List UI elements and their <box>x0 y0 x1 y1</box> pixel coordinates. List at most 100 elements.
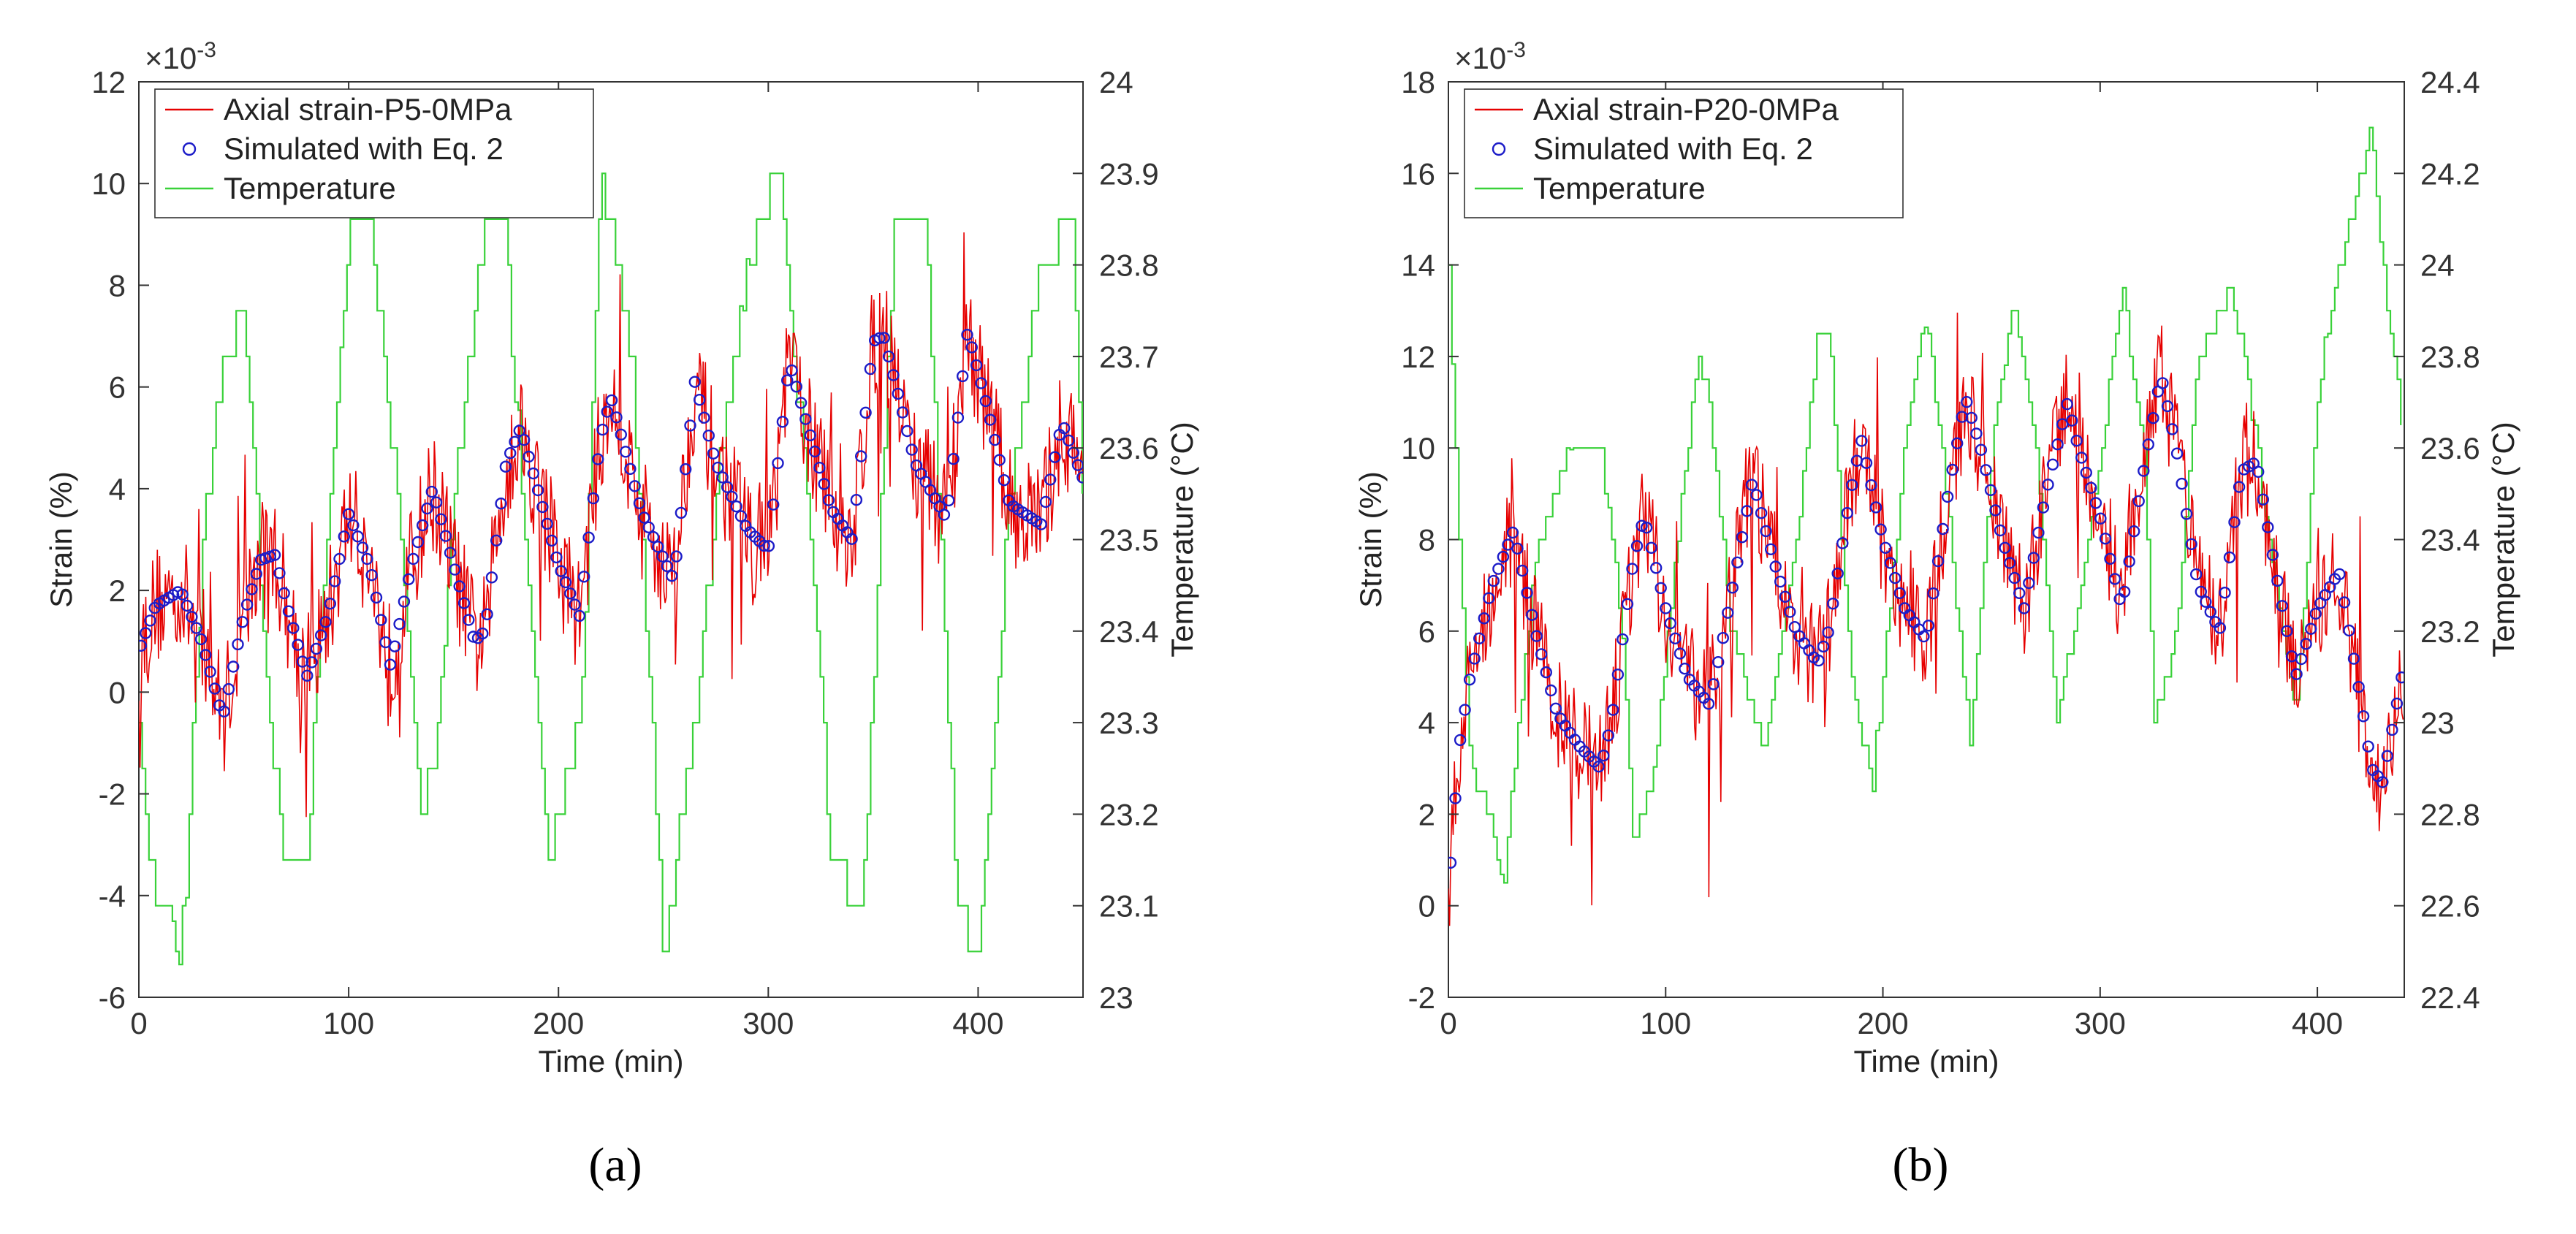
simulated-point <box>2161 400 2174 413</box>
chart-panel-b: 0 100 200 300 400-202468101214161822.422.622… <box>1353 38 2520 1078</box>
simulated-point <box>882 350 895 363</box>
simulated-point <box>642 521 655 533</box>
simulated-point <box>2065 414 2078 427</box>
simulated-point <box>2395 671 2404 684</box>
y-tick-label: 6 <box>109 370 126 405</box>
simulated-point <box>758 539 770 552</box>
y-tick-label: 4 <box>109 472 126 506</box>
y2-axis-label: Temperature (°C) <box>2486 422 2520 658</box>
simulated-point <box>2204 606 2217 618</box>
simulated-point <box>615 428 627 441</box>
simulated-point <box>273 567 286 579</box>
simulated-point <box>1841 507 1854 519</box>
simulated-point <box>2362 740 2374 753</box>
simulated-point <box>1448 856 1457 869</box>
simulated-point <box>1846 479 1858 491</box>
simulated-point <box>176 588 189 601</box>
simulated-point <box>956 370 969 383</box>
simulated-point <box>638 511 650 524</box>
simulated-point <box>352 530 364 543</box>
y2-tick-label: 23.4 <box>1099 614 1159 649</box>
simulated-point <box>578 571 590 583</box>
simulated-point <box>200 649 212 661</box>
y2-tick-label: 23.2 <box>1099 797 1159 831</box>
simulated-point <box>1855 435 1868 447</box>
simulated-point <box>236 616 248 628</box>
simulated-point <box>2290 668 2303 680</box>
simulated-point <box>1755 507 1768 519</box>
simulated-point <box>564 587 577 600</box>
simulated-point <box>1731 556 1744 568</box>
simulated-point <box>1950 437 1964 449</box>
y-tick-label: 0 <box>109 675 126 709</box>
simulated-point <box>1750 489 1763 501</box>
simulated-point <box>961 329 973 341</box>
simulated-point <box>2195 585 2208 598</box>
simulated-point <box>144 614 156 627</box>
simulated-point <box>190 622 202 634</box>
simulated-point <box>1736 531 1749 544</box>
simulated-point <box>762 540 775 552</box>
simulated-point <box>1980 464 1992 476</box>
simulated-point <box>2138 465 2150 477</box>
simulated-point <box>1607 704 1619 716</box>
simulated-point <box>2357 710 2370 723</box>
y2-tick-label: 23.1 <box>1099 889 1159 923</box>
simulated-point <box>1640 522 1653 534</box>
simulated-point <box>2003 557 2016 569</box>
simulated-point <box>1076 471 1083 484</box>
simulated-point <box>2185 538 2197 550</box>
simulated-point <box>403 573 415 585</box>
simulated-point <box>1487 574 1500 587</box>
simulated-point <box>989 433 1001 446</box>
y2-tick-label: 23.6 <box>2420 431 2480 465</box>
simulated-point <box>389 640 401 652</box>
simulated-point <box>892 387 905 400</box>
simulated-point <box>481 608 493 620</box>
simulated-point <box>896 406 909 419</box>
y-tick-label: 8 <box>109 268 126 302</box>
simulated-point <box>1511 542 1524 555</box>
simulated-point <box>287 622 300 634</box>
panel-label-b: (b) <box>1893 1138 1949 1192</box>
simulated-point <box>2123 555 2135 568</box>
simulated-point <box>799 413 812 425</box>
y2-tick-label: 23 <box>2420 706 2455 740</box>
simulated-point <box>1621 598 1634 610</box>
simulated-point <box>227 660 240 673</box>
x-tick-label: 200 <box>533 1006 584 1040</box>
simulated-point <box>790 381 803 393</box>
simulated-point <box>1478 612 1491 625</box>
simulated-point <box>2200 595 2212 608</box>
y2-tick-label: 24.4 <box>2420 65 2480 99</box>
simulated-point <box>970 359 983 372</box>
simulated-point <box>596 423 609 436</box>
simulated-point <box>624 462 637 475</box>
simulated-point <box>901 424 913 438</box>
legend-label: Temperature <box>1533 171 1706 205</box>
simulated-point <box>772 457 784 470</box>
simulated-point <box>1764 543 1777 555</box>
simulated-point <box>2381 750 2394 762</box>
simulated-point <box>232 638 244 651</box>
simulated-point <box>1722 606 1734 619</box>
y2-tick-label: 23.7 <box>1099 340 1159 374</box>
y2-tick-label: 23.3 <box>1099 706 1159 740</box>
simulated-point <box>1999 541 2011 554</box>
simulated-point <box>2257 493 2270 506</box>
y-tick-label: 2 <box>109 574 126 608</box>
simulated-point <box>222 683 235 696</box>
simulated-point <box>951 411 965 424</box>
simulated-point <box>2180 508 2193 520</box>
simulated-point <box>1540 666 1553 679</box>
simulated-point <box>531 484 544 497</box>
simulated-point <box>1516 564 1529 577</box>
simulated-point <box>2333 568 2346 581</box>
plot-area <box>138 81 1084 998</box>
legend-label: Simulated with Eq. 2 <box>224 132 504 166</box>
simulated-point <box>1717 632 1730 644</box>
simulated-point <box>1741 505 1753 517</box>
simulated-point <box>536 500 549 514</box>
simulated-point <box>721 481 734 493</box>
simulated-point <box>675 506 688 519</box>
